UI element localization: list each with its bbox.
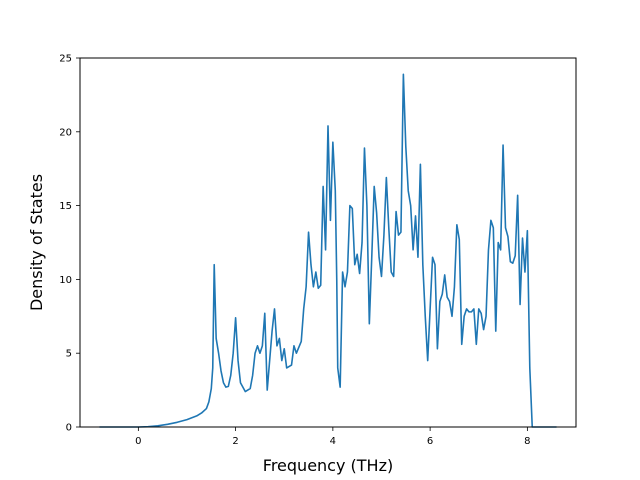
y-tick-label: 0 <box>66 423 72 434</box>
x-tick-label: 4 <box>330 436 336 447</box>
x-tick-label: 6 <box>427 436 433 447</box>
x-axis-ticks: 0 2 4 6 8 <box>135 427 531 447</box>
y-tick-label: 25 <box>59 54 72 65</box>
y-axis-ticks: 0 5 10 15 20 25 <box>59 54 80 434</box>
y-tick-label: 15 <box>59 201 72 212</box>
y-tick-label: 5 <box>66 349 72 360</box>
y-tick-label: 10 <box>59 275 72 286</box>
plot-area <box>99 73 557 428</box>
y-axis-label: Density of States <box>27 174 46 311</box>
y-tick-label: 20 <box>59 127 72 138</box>
x-tick-label: 2 <box>232 436 238 447</box>
x-axis-label: Frequency (THz) <box>263 456 393 475</box>
x-tick-label: 0 <box>135 436 141 447</box>
x-tick-label: 8 <box>524 436 530 447</box>
axes-frame <box>79 57 577 428</box>
series-line-0 <box>99 73 557 428</box>
